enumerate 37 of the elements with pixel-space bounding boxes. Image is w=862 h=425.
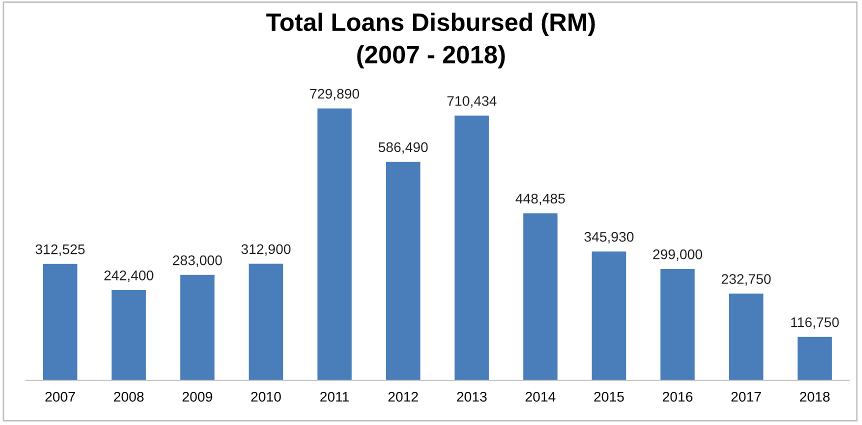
bar xyxy=(592,251,626,380)
bar xyxy=(43,264,78,380)
x-tick-label: 2017 xyxy=(731,392,761,402)
x-tick-label: 2018 xyxy=(800,392,830,402)
bar xyxy=(798,336,832,380)
x-tick-label: 2009 xyxy=(182,392,212,402)
data-label: 345,930 xyxy=(584,232,634,244)
data-label: 232,750 xyxy=(722,274,771,286)
bar xyxy=(386,162,420,380)
bar xyxy=(317,108,352,380)
data-label: 312,525 xyxy=(36,244,85,256)
bar xyxy=(660,268,695,380)
data-label: 242,400 xyxy=(104,270,154,282)
x-tick-label: 2008 xyxy=(114,392,144,402)
chart-title: Total Loans Disbursed (RM) (2007 - 2018) xyxy=(266,12,595,68)
data-label: 312,900 xyxy=(241,244,291,256)
x-tick-label: 2013 xyxy=(457,392,487,402)
data-label: 729,890 xyxy=(310,88,360,100)
data-label: 283,000 xyxy=(172,255,222,267)
x-tick-label: 2011 xyxy=(320,392,349,402)
x-tick-label: 2016 xyxy=(662,392,692,402)
x-tick-label: 2015 xyxy=(594,392,624,402)
bar xyxy=(248,264,284,380)
bar xyxy=(112,290,146,380)
bar xyxy=(180,274,215,380)
x-tick-label: 2007 xyxy=(45,392,75,402)
data-label: 586,490 xyxy=(378,142,428,154)
data-label: 448,485 xyxy=(516,194,565,206)
data-label: 116,750 xyxy=(791,317,839,329)
bar xyxy=(454,116,489,380)
data-label: 299,000 xyxy=(653,249,702,261)
bar xyxy=(729,294,764,380)
data-label: 710,434 xyxy=(447,96,496,108)
x-tick-label: 2010 xyxy=(251,392,281,402)
x-tick-label: 2012 xyxy=(388,392,418,402)
x-tick-label: 2014 xyxy=(526,392,556,402)
bar xyxy=(523,213,558,380)
